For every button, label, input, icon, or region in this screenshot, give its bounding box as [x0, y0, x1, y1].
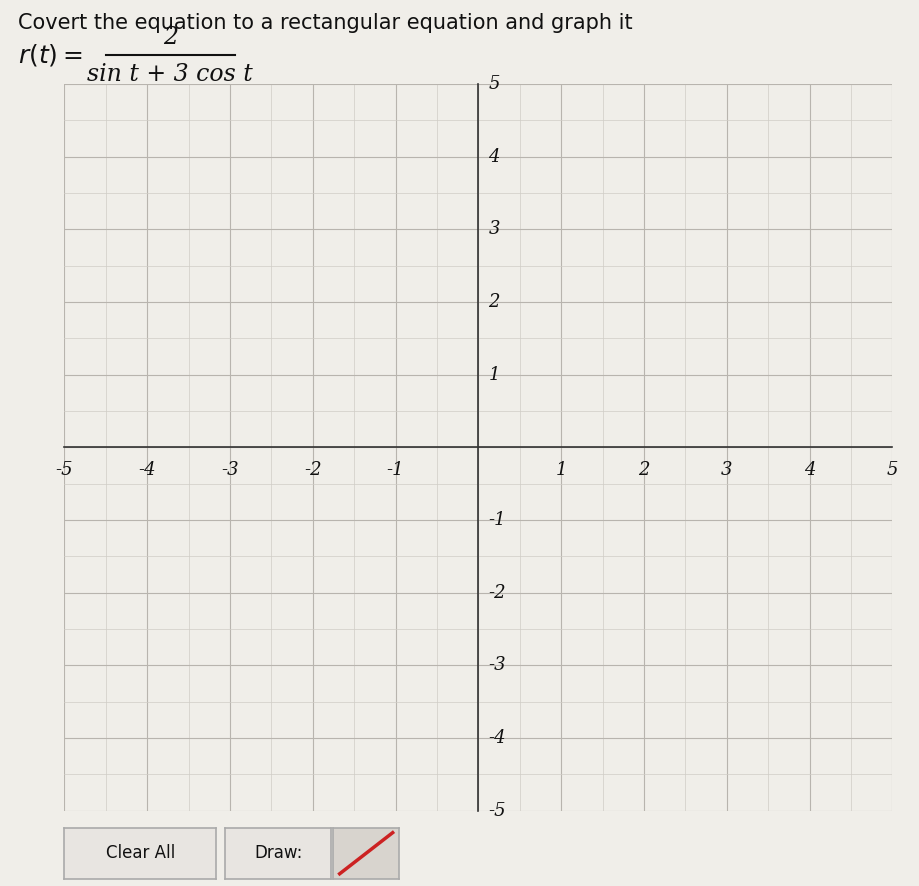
Text: 4: 4 — [803, 461, 814, 478]
Text: -2: -2 — [303, 461, 322, 478]
Text: 1: 1 — [555, 461, 566, 478]
Text: Covert the equation to a rectangular equation and graph it: Covert the equation to a rectangular equ… — [18, 13, 632, 34]
Text: 5: 5 — [886, 461, 897, 478]
Text: sin t + 3 cos t: sin t + 3 cos t — [87, 63, 253, 86]
Text: -4: -4 — [488, 729, 505, 747]
Text: 2: 2 — [163, 26, 177, 49]
Text: -3: -3 — [488, 657, 505, 674]
Text: 1: 1 — [488, 366, 499, 384]
Text: Draw:: Draw: — [254, 844, 302, 862]
Text: 2: 2 — [488, 293, 499, 311]
Text: -3: -3 — [221, 461, 239, 478]
Text: 3: 3 — [488, 221, 499, 238]
Text: -2: -2 — [488, 584, 505, 602]
Text: -1: -1 — [386, 461, 404, 478]
Text: $r(t)=$: $r(t)=$ — [18, 42, 83, 68]
Text: 5: 5 — [488, 75, 499, 93]
Text: 3: 3 — [720, 461, 732, 478]
Text: -5: -5 — [55, 461, 74, 478]
Text: -5: -5 — [488, 802, 505, 820]
Text: 4: 4 — [488, 148, 499, 166]
Text: -4: -4 — [138, 461, 156, 478]
Text: Clear All: Clear All — [106, 844, 175, 862]
Text: 2: 2 — [638, 461, 649, 478]
Text: -1: -1 — [488, 511, 505, 529]
